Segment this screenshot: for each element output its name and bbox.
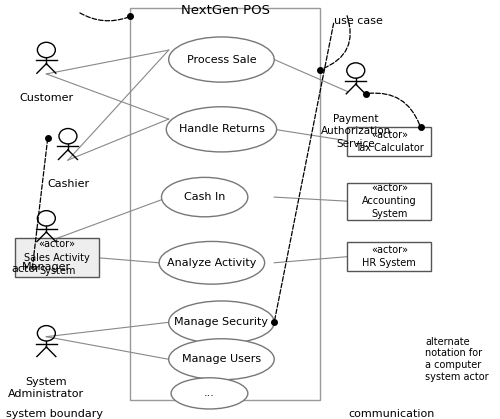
Text: Manager: Manager xyxy=(22,261,71,272)
Text: NextGen POS: NextGen POS xyxy=(180,4,270,17)
Ellipse shape xyxy=(162,177,248,217)
Text: Cashier: Cashier xyxy=(47,179,89,189)
Text: system boundary: system boundary xyxy=(6,409,102,419)
Text: ...: ... xyxy=(204,388,215,398)
Text: Manage Security: Manage Security xyxy=(174,317,268,327)
Ellipse shape xyxy=(171,378,248,409)
Text: alternate
notation for
a computer
system actor: alternate notation for a computer system… xyxy=(426,337,489,382)
Text: Payment
Authorization
Service: Payment Authorization Service xyxy=(320,114,391,149)
Bar xyxy=(130,8,320,400)
Text: Cash In: Cash In xyxy=(184,192,226,202)
Text: Manage Users: Manage Users xyxy=(182,354,261,364)
Text: «actor»
Tax Calculator: «actor» Tax Calculator xyxy=(355,130,424,153)
Ellipse shape xyxy=(166,107,276,152)
FancyBboxPatch shape xyxy=(348,127,432,156)
Ellipse shape xyxy=(168,339,274,380)
Text: use case: use case xyxy=(334,16,383,26)
Ellipse shape xyxy=(168,301,274,344)
FancyBboxPatch shape xyxy=(15,238,99,277)
Text: communication: communication xyxy=(348,409,435,419)
FancyBboxPatch shape xyxy=(348,242,432,272)
Text: Process Sale: Process Sale xyxy=(186,54,256,65)
Ellipse shape xyxy=(168,37,274,82)
Text: System
Administrator: System Administrator xyxy=(8,377,85,399)
FancyBboxPatch shape xyxy=(348,183,432,220)
Text: Handle Returns: Handle Returns xyxy=(178,124,264,134)
Text: actor: actor xyxy=(12,264,40,274)
Text: Analyze Activity: Analyze Activity xyxy=(167,258,256,268)
Text: «actor»
HR System: «actor» HR System xyxy=(362,245,416,268)
Text: «actor»
Accounting
System: «actor» Accounting System xyxy=(362,183,416,220)
Text: Customer: Customer xyxy=(20,93,74,103)
Text: «actor»
Sales Activity
System: «actor» Sales Activity System xyxy=(24,240,90,276)
Ellipse shape xyxy=(159,241,264,284)
